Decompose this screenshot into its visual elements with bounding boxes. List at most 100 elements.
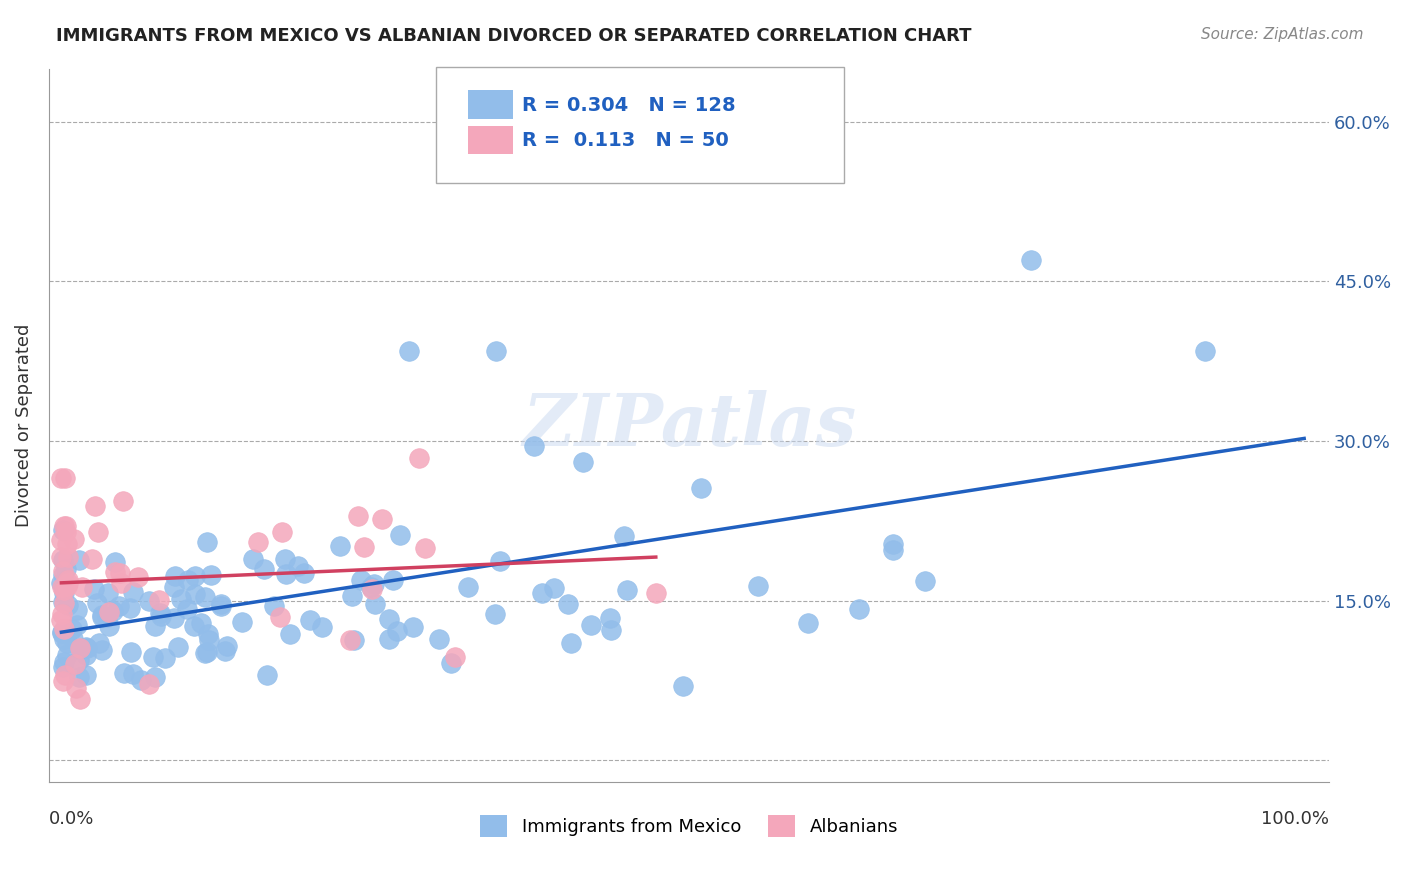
Point — [882, 542, 904, 557]
Point — [52, 673, 75, 688]
Text: IMMIGRANTS FROM MEXICO VS ALBANIAN DIVORCED OR SEPARATED CORRELATION CHART: IMMIGRANTS FROM MEXICO VS ALBANIAN DIVOR… — [56, 27, 972, 45]
Point — [53, 668, 76, 682]
Point — [343, 633, 366, 648]
Point — [52, 553, 75, 567]
Point — [122, 585, 145, 599]
Point — [363, 577, 385, 591]
Point — [120, 645, 142, 659]
Point — [127, 570, 149, 584]
Point — [56, 576, 79, 591]
Point — [360, 580, 382, 594]
Point — [353, 540, 375, 554]
Point — [53, 471, 76, 485]
Text: R = 0.304   N = 128: R = 0.304 N = 128 — [522, 95, 735, 115]
Point — [489, 554, 512, 568]
Point — [600, 623, 623, 637]
Point — [66, 603, 89, 617]
Text: Source: ZipAtlas.com: Source: ZipAtlas.com — [1201, 27, 1364, 42]
Point — [311, 620, 333, 634]
Point — [183, 569, 205, 583]
Point — [613, 528, 636, 542]
Point — [56, 549, 79, 564]
Point — [51, 471, 73, 485]
Point — [215, 639, 238, 653]
Point — [104, 565, 127, 579]
Point — [52, 524, 75, 538]
Point — [55, 648, 77, 662]
Point — [214, 644, 236, 658]
Point — [247, 534, 270, 549]
Point — [672, 679, 695, 693]
Point — [51, 625, 73, 640]
Point — [91, 643, 114, 657]
Point — [523, 439, 546, 453]
Point — [1194, 343, 1216, 358]
Point — [66, 618, 89, 632]
Point — [53, 596, 76, 610]
Point — [52, 564, 75, 578]
Point — [90, 609, 112, 624]
Point — [56, 636, 79, 650]
Point — [138, 677, 160, 691]
Point — [402, 620, 425, 634]
Point — [112, 666, 135, 681]
Point — [572, 455, 595, 469]
Point — [67, 553, 90, 567]
Legend: Immigrants from Mexico, Albanians: Immigrants from Mexico, Albanians — [472, 807, 905, 844]
Point — [177, 574, 200, 588]
Point — [55, 519, 77, 533]
Point — [51, 613, 73, 627]
Point — [98, 618, 121, 632]
Point — [170, 591, 193, 606]
Point — [194, 646, 217, 660]
Point — [273, 551, 295, 566]
Point — [67, 670, 90, 684]
Point — [882, 536, 904, 550]
Point — [253, 562, 276, 576]
Point — [143, 618, 166, 632]
Point — [298, 613, 321, 627]
Point — [69, 691, 91, 706]
Point — [398, 343, 420, 358]
Point — [96, 610, 118, 624]
Point — [83, 500, 105, 514]
Point — [579, 617, 602, 632]
Point — [370, 512, 392, 526]
Point — [361, 582, 384, 597]
Point — [108, 599, 131, 613]
Point — [165, 568, 187, 582]
Point — [91, 608, 114, 623]
Point — [143, 670, 166, 684]
Point — [51, 580, 73, 594]
Point — [65, 681, 87, 696]
Point — [363, 597, 385, 611]
Point — [89, 636, 111, 650]
Point — [543, 581, 565, 595]
Point — [51, 607, 73, 622]
Point — [1019, 253, 1042, 268]
Text: R =  0.113   N = 50: R = 0.113 N = 50 — [522, 131, 728, 151]
Point — [378, 632, 401, 646]
Point — [340, 589, 363, 603]
Point — [276, 566, 298, 581]
Point — [672, 146, 695, 161]
Text: ZIPatlas: ZIPatlas — [522, 390, 856, 460]
Point — [197, 632, 219, 647]
Point — [122, 666, 145, 681]
Point — [209, 597, 232, 611]
Point — [51, 533, 73, 548]
Point — [56, 579, 79, 593]
Point — [190, 616, 212, 631]
Point — [269, 610, 291, 624]
Point — [557, 597, 579, 611]
Point — [51, 550, 73, 565]
Point — [69, 640, 91, 655]
Point — [55, 562, 77, 576]
Point — [184, 587, 207, 601]
Point — [209, 599, 232, 613]
Point — [292, 566, 315, 581]
Text: 0.0%: 0.0% — [49, 810, 94, 828]
Point — [110, 575, 132, 590]
Point — [197, 627, 219, 641]
Point — [388, 527, 411, 541]
